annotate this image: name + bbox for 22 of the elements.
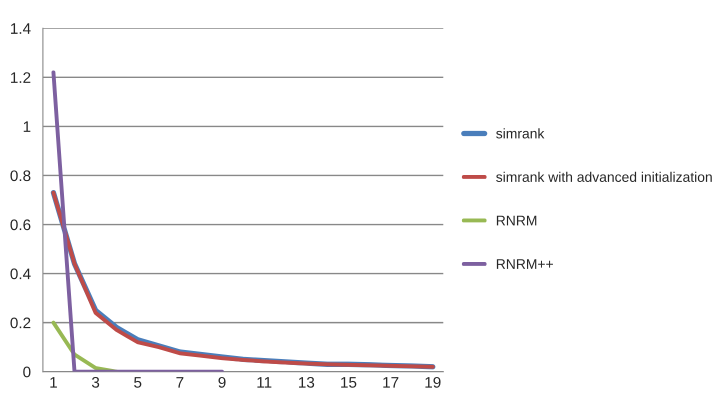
y-tick-label: 1: [24, 121, 30, 132]
legend-label: RNRM++: [496, 259, 553, 269]
legend-label: simrank: [496, 128, 544, 138]
x-tick-label: 5: [134, 377, 142, 388]
x-tick-label: 3: [92, 376, 100, 388]
x-tick-label: 9: [218, 376, 226, 388]
y-tick-label: 0.8: [10, 170, 30, 182]
y-tick-label: 0: [23, 366, 30, 378]
x-tick-label: 1: [50, 377, 57, 388]
legend-label: simrank with advanced initialization: [496, 172, 712, 182]
x-tick-label: 15: [341, 377, 356, 388]
y-tick-label: 0.4: [10, 268, 31, 280]
y-tick-label: 0.2: [10, 317, 30, 328]
x-tick-label: 19: [425, 376, 441, 388]
y-tick-label: 1.2: [11, 72, 30, 83]
x-tick-label: 11: [257, 377, 272, 388]
legend-label: RNRM: [496, 216, 536, 226]
x-tick-label: 17: [383, 377, 398, 388]
x-tick-label: 13: [298, 376, 314, 388]
x-tick-label: 7: [176, 377, 184, 388]
y-tick-label: 1.4: [11, 23, 31, 34]
y-tick-label: 0.6: [10, 219, 30, 230]
